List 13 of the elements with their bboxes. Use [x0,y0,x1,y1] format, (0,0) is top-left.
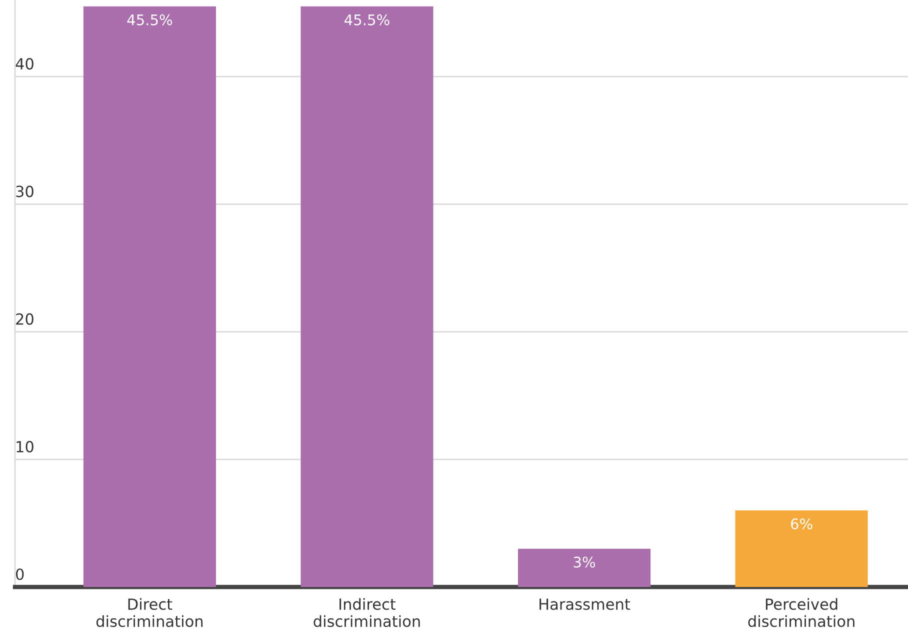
y-tick-label: 10 [16,440,34,452]
y-tick-label: 0 [16,568,24,580]
y-tick-label: 40 [16,58,34,70]
data-label: 3% [574,556,596,568]
data-label: 6% [790,518,812,530]
x-tick-label: Direct discrimination [96,598,203,628]
x-tick-label: Perceived discrimination [748,598,854,628]
data-label: 45.5% [344,14,390,26]
x-tick-label: Indirect discrimination [314,598,420,628]
y-tick-label: 20 [16,313,34,325]
data-label: 45.5% [127,14,172,26]
x-tick-label: Harassment [540,598,630,610]
y-tick-label: 30 [16,186,34,198]
